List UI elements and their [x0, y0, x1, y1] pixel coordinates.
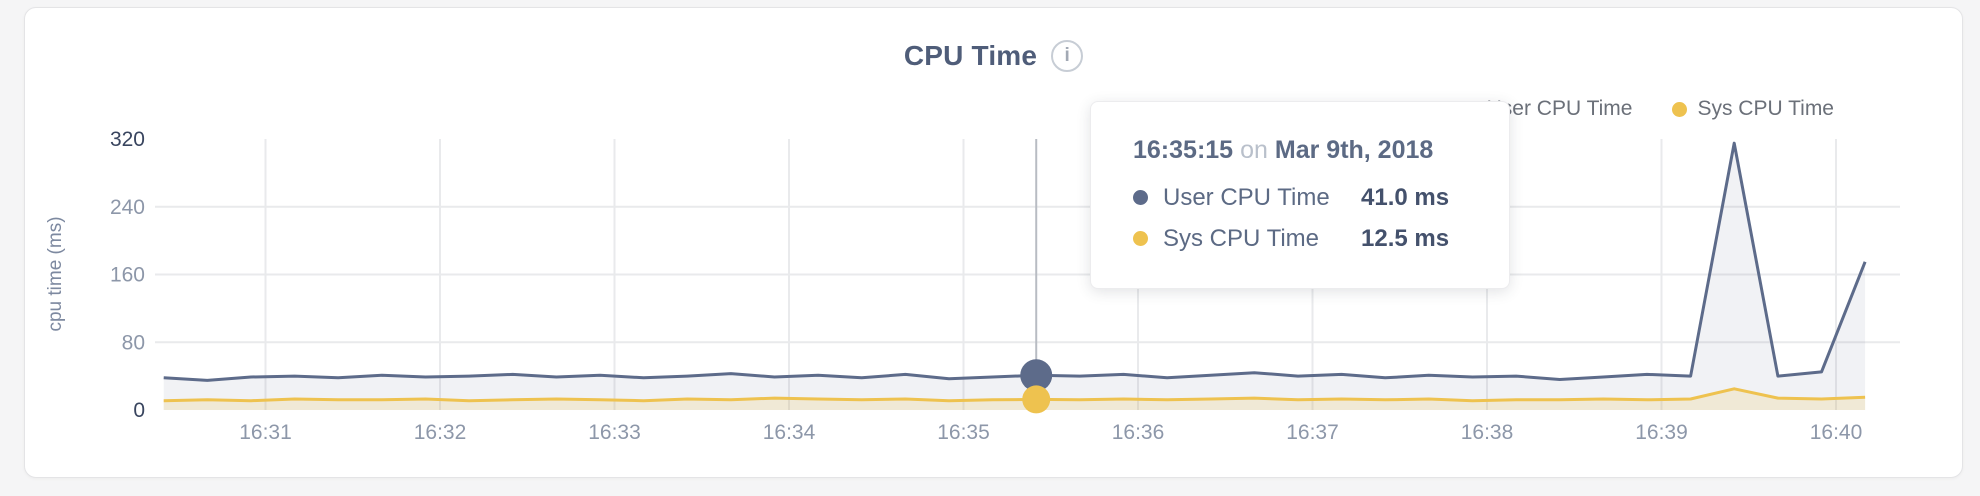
tooltip-value-sys: 12.5 ms — [1361, 224, 1450, 252]
x-tick-label: 16:37 — [1286, 421, 1339, 444]
y-tick-label: 80 — [122, 331, 145, 354]
user-area — [163, 143, 1866, 410]
sys-line — [163, 387, 1866, 403]
chart-header: CPU Time i — [25, 40, 1962, 72]
tooltip-label-user: User CPU Time — [1163, 183, 1330, 211]
y-tick-label: 0 — [133, 399, 145, 422]
tooltip-row-user: User CPU Time 41.0 ms — [1133, 177, 1471, 218]
user-series-dot-icon — [1133, 190, 1148, 205]
legend-label-user: User CPU Time — [1486, 97, 1633, 120]
x-tick-label: 16:34 — [763, 421, 816, 444]
tooltip-label-sys: Sys CPU Time — [1163, 224, 1320, 252]
x-tick-label: 16:33 — [588, 421, 641, 444]
legend-item-sys[interactable]: Sys CPU Time — [1672, 97, 1834, 121]
tooltip-time: 16:35:15 — [1133, 136, 1234, 164]
selected-sys-point[interactable] — [1022, 385, 1051, 414]
selected-user-point[interactable] — [1020, 359, 1053, 392]
legend: User CPU Time Sys CPU Time — [1461, 97, 1834, 121]
chart-canvas[interactable]: 16:31 16:32 16:33 16:34 16:35 16:36 16:37 16:38… — [25, 8, 1964, 479]
chart-tooltip: 16:35:15 on Mar 9th, 2018 User CPU Time 41… — [1090, 101, 1510, 289]
tooltip-joiner: on — [1240, 136, 1268, 164]
y-tick-label: 320 — [110, 128, 145, 151]
legend-label-sys: Sys CPU Time — [1697, 97, 1834, 120]
x-tick-label: 16:36 — [1112, 421, 1165, 444]
sys-series-dot-icon — [1672, 101, 1688, 117]
y-tick-label: 160 — [110, 264, 145, 287]
sys-area — [163, 388, 1866, 410]
tooltip-date: Mar 9th, 2018 — [1274, 136, 1434, 164]
user-line — [163, 141, 1867, 382]
tooltip-value-user: 41.0 ms — [1361, 183, 1450, 211]
tooltip-row-sys: Sys CPU Time 12.5 ms — [1133, 218, 1471, 259]
x-tick-label: 16:39 — [1635, 421, 1688, 444]
y-tick-label: 240 — [110, 196, 145, 219]
tooltip-header: 16:35:15 on Mar 9th, 2018 — [1133, 136, 1471, 165]
x-tick-label: 16:35 — [937, 421, 990, 444]
x-tick-label: 16:31 — [239, 421, 292, 444]
info-icon[interactable]: i — [1051, 40, 1084, 72]
y-axis-title: cpu time (ms) — [45, 216, 66, 332]
sys-series-dot-icon — [1133, 231, 1148, 246]
chart-card: CPU Time i User CPU Time Sys CPU Time 16… — [24, 7, 1963, 478]
info-icon-glyph: i — [1064, 45, 1070, 66]
x-tick-label: 16:40 — [1810, 421, 1863, 444]
x-tick-label: 16:32 — [414, 421, 467, 444]
chart-title: CPU Time — [903, 40, 1038, 71]
x-tick-label: 16:38 — [1461, 421, 1514, 444]
